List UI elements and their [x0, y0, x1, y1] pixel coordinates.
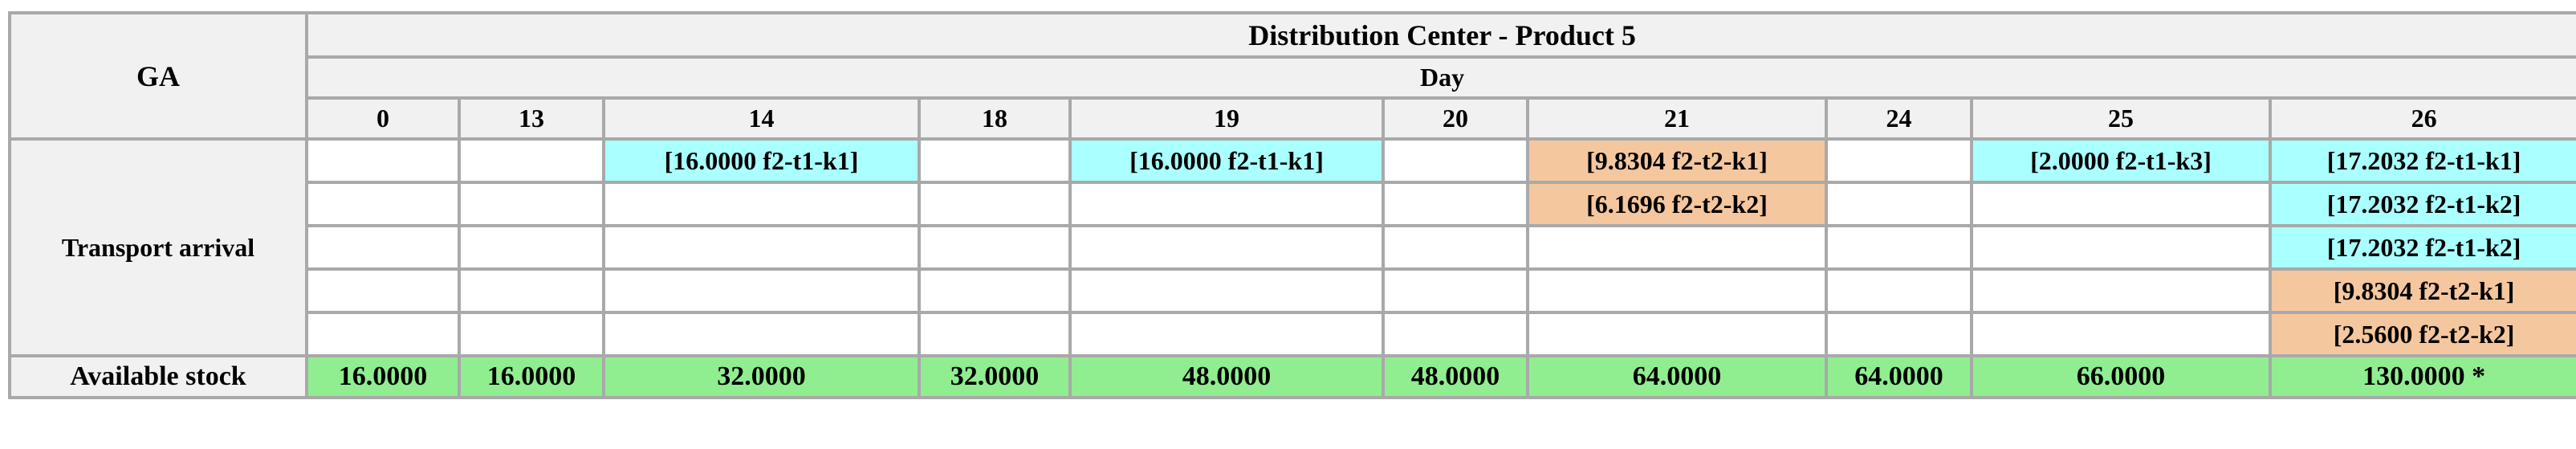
transport-cell: [1970, 224, 2272, 271]
day-col-header-20: 20: [1382, 96, 1529, 141]
transport-cell: [918, 311, 1072, 357]
transport-cell: [1825, 267, 1973, 314]
transport-cell: [1825, 137, 1973, 184]
transport-cell: [1970, 311, 2272, 357]
transport-cell: [9.8304 f2-t2-k1]: [1526, 137, 1828, 184]
transport-cell: [16.0000 f2-t1-k1]: [1068, 137, 1385, 184]
transport-cell: [918, 267, 1072, 314]
transport-cell: [1382, 181, 1529, 227]
transport-cell: [1970, 181, 2272, 227]
transport-cell: [918, 181, 1072, 227]
transport-cell: [1068, 181, 1385, 227]
day-col-header-13: 13: [458, 96, 605, 141]
transport-cell: [2.5600 f2-t2-k2]: [2268, 311, 2576, 357]
stock-cell: 16.0000: [458, 354, 605, 399]
stock-cell: 64.0000: [1526, 354, 1828, 399]
transport-cell: [9.8304 f2-t2-k1]: [2268, 267, 2576, 314]
ga-corner-label: GA: [8, 11, 308, 141]
transport-cell: [305, 181, 461, 227]
transport-cell: [458, 311, 605, 357]
transport-cell: [1382, 137, 1529, 184]
transport-cell: [1526, 311, 1828, 357]
transport-cell: [602, 181, 921, 227]
transport-cell: [16.0000 f2-t1-k1]: [602, 137, 921, 184]
transport-cell: [17.2032 f2-t1-k2]: [2268, 181, 2576, 227]
transport-cell: [1526, 267, 1828, 314]
stock-cell: 32.0000: [602, 354, 921, 399]
transport-cell: [1068, 267, 1385, 314]
transport-cell: [305, 224, 461, 271]
stock-cell: 48.0000: [1382, 354, 1529, 399]
day-col-header-14: 14: [602, 96, 921, 141]
transport-cell: [918, 137, 1072, 184]
distribution-schedule-table: GA Distribution Center - Product 5 Day 0…: [8, 11, 2576, 399]
transport-cell: [1382, 267, 1529, 314]
day-col-header-19: 19: [1068, 96, 1385, 141]
transport-cell: [2.0000 f2-t1-k3]: [1970, 137, 2272, 184]
stock-cell: 64.0000: [1825, 354, 1973, 399]
stock-cell: 48.0000: [1068, 354, 1385, 399]
transport-arrival-label: Transport arrival: [8, 137, 308, 357]
transport-cell: [1825, 224, 1973, 271]
stock-cell: 16.0000: [305, 354, 461, 399]
stock-cell: 130.0000 *: [2268, 354, 2576, 399]
day-col-header-21: 21: [1526, 96, 1828, 141]
day-col-header-26: 26: [2268, 96, 2576, 141]
transport-cell: [458, 181, 605, 227]
transport-cell: [458, 267, 605, 314]
transport-cell: [1068, 311, 1385, 357]
transport-cell: [305, 137, 461, 184]
transport-cell: [1825, 181, 1973, 227]
day-col-header-0: 0: [305, 96, 461, 141]
transport-cell: [1382, 311, 1529, 357]
transport-cell: [458, 137, 605, 184]
day-col-header-18: 18: [918, 96, 1072, 141]
transport-cell: [6.1696 f2-t2-k2]: [1526, 181, 1828, 227]
transport-cell: [602, 224, 921, 271]
transport-cell: [1382, 224, 1529, 271]
stock-cell: 66.0000: [1970, 354, 2272, 399]
transport-cell: [17.2032 f2-t1-k1]: [2268, 137, 2576, 184]
table-title: Distribution Center - Product 5: [304, 11, 2576, 59]
transport-cell: [305, 267, 461, 314]
transport-cell: [602, 311, 921, 357]
available-stock-label: Available stock: [8, 354, 308, 399]
transport-cell: [918, 224, 1072, 271]
transport-cell: [17.2032 f2-t1-k2]: [2268, 224, 2576, 271]
transport-cell: [1970, 267, 2272, 314]
day-col-header-25: 25: [1970, 96, 2272, 141]
transport-cell: [1825, 311, 1973, 357]
day-col-header-24: 24: [1825, 96, 1973, 141]
transport-cell: [458, 224, 605, 271]
transport-cell: [1068, 224, 1385, 271]
transport-cell: [305, 311, 461, 357]
transport-cell: [1526, 224, 1828, 271]
day-axis-header: Day: [304, 55, 2576, 100]
stock-cell: 32.0000: [918, 354, 1072, 399]
transport-cell: [602, 267, 921, 314]
